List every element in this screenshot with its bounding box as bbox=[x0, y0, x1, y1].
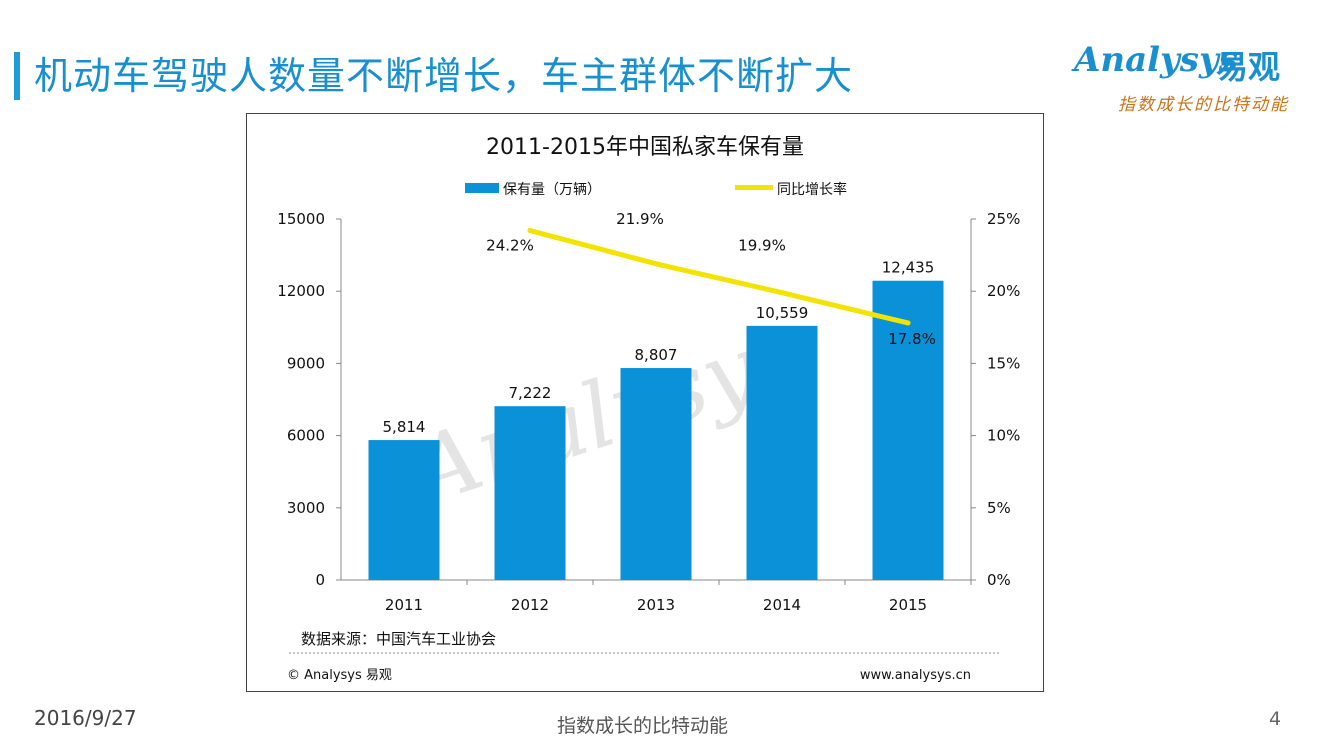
bar-2015 bbox=[872, 280, 944, 580]
x-tick-label: 2012 bbox=[511, 596, 549, 614]
growth-label: 19.9% bbox=[738, 237, 786, 255]
y-tick-label-left: 6000 bbox=[287, 427, 325, 445]
y-tick-label-left: 9000 bbox=[287, 354, 325, 372]
growth-point bbox=[779, 290, 785, 296]
bar-2014 bbox=[746, 325, 818, 580]
growth-point bbox=[653, 261, 659, 267]
y-tick-label-right: 0% bbox=[987, 571, 1011, 589]
growth-point bbox=[527, 228, 533, 234]
x-tick-label: 2013 bbox=[637, 596, 675, 614]
analysys-logo: Analysys 易观 指数成长的比特动能 bbox=[1074, 40, 1304, 116]
logo-brand-cn: 易观 bbox=[1216, 48, 1281, 86]
growth-label: 21.9% bbox=[616, 210, 664, 228]
y-tick-label-left: 12000 bbox=[277, 282, 325, 300]
chart-title: 2011-2015年中国私家车保有量 bbox=[486, 135, 804, 160]
y-tick-label-left: 0 bbox=[315, 571, 325, 589]
logo-brand: Analysys bbox=[1074, 40, 1238, 80]
bar-label: 12,435 bbox=[882, 259, 935, 277]
y-tick-label-right: 5% bbox=[987, 499, 1011, 517]
y-tick-label-right: 15% bbox=[987, 354, 1020, 372]
y-tick-label-right: 20% bbox=[987, 282, 1020, 300]
bar-label: 7,222 bbox=[509, 384, 552, 402]
chart-source: 数据来源：中国汽车工业协会 bbox=[301, 630, 496, 648]
chart-copyright: © Analysys 易观 bbox=[287, 668, 392, 683]
x-tick-label: 2015 bbox=[889, 596, 927, 614]
page-title: 机动车驾驶人数量不断增长，车主群体不断扩大 bbox=[34, 54, 854, 98]
x-tick-label: 2014 bbox=[763, 596, 801, 614]
bar-label: 5,814 bbox=[383, 418, 426, 436]
legend-line-swatch bbox=[735, 185, 773, 190]
chart: Analysys 2011-2015年中国私家车保有量 保有量（万辆） 同比增长… bbox=[277, 135, 1020, 683]
page-number: 4 bbox=[1269, 708, 1282, 730]
legend-bar-swatch bbox=[465, 183, 499, 193]
x-tick-label: 2011 bbox=[385, 596, 423, 614]
chart-legend: 保有量（万辆） 同比增长率 bbox=[465, 181, 847, 198]
chart-frame: Analysys 2011-2015年中国私家车保有量 保有量（万辆） 同比增长… bbox=[246, 113, 1044, 692]
footer-slogan: 指数成长的比特动能 bbox=[557, 715, 729, 737]
legend-bar-label: 保有量（万辆） bbox=[503, 182, 601, 198]
chart-website: www.analysys.cn bbox=[860, 668, 971, 683]
y-tick-label-left: 15000 bbox=[277, 210, 325, 228]
y-tick-label-right: 25% bbox=[987, 210, 1020, 228]
bar-2011 bbox=[368, 440, 440, 580]
growth-label: 24.2% bbox=[486, 237, 534, 255]
bar-2013 bbox=[620, 368, 692, 580]
title-accent-bar bbox=[14, 52, 20, 100]
logo-slogan: 指数成长的比特动能 bbox=[1118, 95, 1289, 115]
y-tick-label-left: 3000 bbox=[287, 499, 325, 517]
growth-line bbox=[527, 228, 911, 326]
bar-2012 bbox=[494, 406, 566, 580]
footer-date: 2016/9/27 bbox=[34, 706, 137, 730]
growth-point bbox=[905, 320, 911, 326]
bar-label: 8,807 bbox=[635, 346, 678, 364]
y-tick-label-right: 10% bbox=[987, 427, 1020, 445]
legend-line-label: 同比增长率 bbox=[777, 181, 847, 198]
growth-label: 17.8% bbox=[888, 330, 936, 348]
bar-label: 10,559 bbox=[756, 304, 809, 322]
